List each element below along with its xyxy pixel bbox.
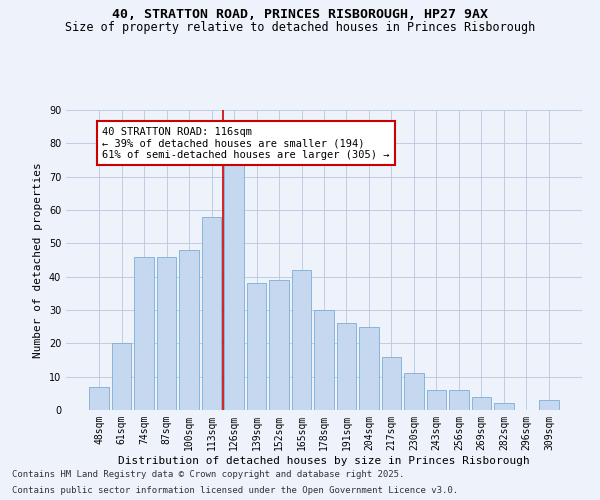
Y-axis label: Number of detached properties: Number of detached properties bbox=[33, 162, 43, 358]
Bar bbox=[359, 326, 379, 410]
Text: Contains HM Land Registry data © Crown copyright and database right 2025.: Contains HM Land Registry data © Crown c… bbox=[12, 470, 404, 479]
Bar bbox=[134, 256, 154, 410]
Bar bbox=[224, 156, 244, 410]
Bar bbox=[337, 324, 356, 410]
Bar bbox=[157, 256, 176, 410]
Text: 40 STRATTON ROAD: 116sqm
← 39% of detached houses are smaller (194)
61% of semi-: 40 STRATTON ROAD: 116sqm ← 39% of detach… bbox=[103, 126, 390, 160]
Bar bbox=[247, 284, 266, 410]
Bar bbox=[404, 374, 424, 410]
Bar bbox=[472, 396, 491, 410]
Bar bbox=[449, 390, 469, 410]
Text: Size of property relative to detached houses in Princes Risborough: Size of property relative to detached ho… bbox=[65, 21, 535, 34]
Bar bbox=[427, 390, 446, 410]
Bar bbox=[314, 310, 334, 410]
Bar bbox=[539, 400, 559, 410]
Text: 40, STRATTON ROAD, PRINCES RISBOROUGH, HP27 9AX: 40, STRATTON ROAD, PRINCES RISBOROUGH, H… bbox=[112, 8, 488, 20]
Bar bbox=[202, 216, 221, 410]
Bar bbox=[382, 356, 401, 410]
Bar bbox=[89, 386, 109, 410]
Bar bbox=[179, 250, 199, 410]
Bar bbox=[112, 344, 131, 410]
X-axis label: Distribution of detached houses by size in Princes Risborough: Distribution of detached houses by size … bbox=[118, 456, 530, 466]
Bar bbox=[494, 404, 514, 410]
Bar bbox=[269, 280, 289, 410]
Bar bbox=[292, 270, 311, 410]
Text: Contains public sector information licensed under the Open Government Licence v3: Contains public sector information licen… bbox=[12, 486, 458, 495]
